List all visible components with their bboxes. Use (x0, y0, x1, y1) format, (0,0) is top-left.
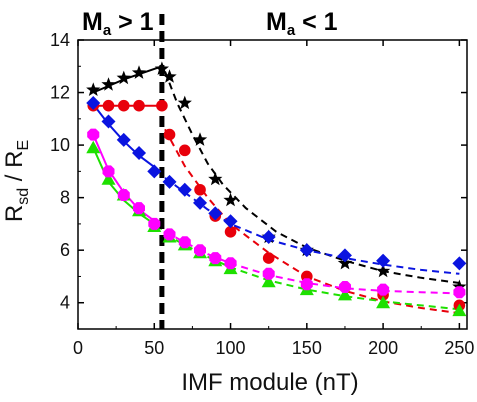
data-point-diamond (208, 206, 223, 221)
data-point-octagon (102, 165, 115, 178)
data-point-star (86, 82, 101, 96)
data-point-circle (156, 99, 168, 112)
fit-line-right (164, 230, 460, 295)
x-tick-label: 0 (73, 338, 83, 358)
data-point-star (162, 69, 177, 83)
data-point-diamond (223, 214, 238, 229)
data-point-circle (163, 128, 176, 141)
y-axis-title: Rsd / RE (1, 140, 32, 222)
data-point-octagon (178, 236, 191, 249)
data-point-diamond (177, 182, 192, 197)
data-point-octagon (209, 252, 222, 265)
y-tick-label: 6 (60, 240, 70, 260)
data-point-circle (194, 183, 206, 196)
data-point-triangle (101, 172, 116, 185)
data-point-octagon (300, 278, 313, 291)
data-point-diamond (116, 132, 131, 147)
data-point-diamond (337, 248, 352, 263)
data-point-diamond (86, 96, 101, 111)
data-point-triangle (261, 274, 276, 288)
data-point-diamond (147, 164, 162, 179)
data-point-diamond (132, 145, 147, 160)
data-point-star (376, 263, 391, 278)
data-point-triangle (337, 287, 352, 301)
data-point-diamond (162, 174, 177, 189)
data-point-diamond (452, 256, 467, 271)
data-point-star (208, 171, 223, 186)
data-point-diamond (299, 243, 314, 258)
data-point-circle (178, 144, 191, 157)
x-tick-label: 50 (144, 338, 164, 358)
data-point-diamond (101, 114, 116, 129)
y-tick-label: 8 (60, 188, 70, 208)
data-point-octagon (262, 267, 275, 280)
data-point-star (192, 132, 208, 146)
annotation-left: Ma > 1 (82, 8, 154, 39)
fit-line-right (164, 71, 460, 284)
data-point-circle (224, 225, 237, 238)
data-point-octagon (133, 202, 145, 215)
data-point-diamond (193, 195, 208, 210)
data-point-circle (133, 99, 145, 112)
data-point-circle (262, 252, 275, 264)
data-point-octagon (87, 128, 100, 141)
data-point-star (177, 95, 192, 110)
data-point-octagon (148, 217, 161, 230)
data-point-circle (102, 99, 115, 112)
data-point-triangle (452, 303, 467, 317)
data-point-octagon (377, 283, 390, 296)
data-point-octagon (194, 244, 206, 257)
data-point-octagon (453, 286, 466, 299)
data-point-triangle (86, 140, 101, 154)
fit-line-right (164, 233, 460, 311)
fit-line-right (164, 128, 460, 315)
data-point-octagon (339, 281, 351, 293)
data-point-star (223, 192, 238, 207)
data-point-star (337, 255, 353, 270)
data-point-diamond (261, 230, 276, 245)
x-tick-label: 250 (444, 338, 474, 358)
data-point-triangle (376, 295, 391, 309)
x-tick-label: 150 (292, 338, 322, 358)
data-point-star (101, 77, 116, 91)
data-point-star (116, 70, 131, 85)
y-tick-label: 12 (50, 83, 70, 103)
plot-frame (77, 39, 468, 330)
x-axis-title: IMF module (nT) (181, 369, 358, 396)
data-point-star (131, 65, 147, 79)
y-tick-label: 4 (60, 293, 70, 313)
data-point-octagon (224, 257, 237, 270)
data-point-star (154, 61, 169, 75)
plot-area: 0 50 100 150 200 250 4 6 8 10 12 14 (50, 14, 474, 358)
fit-line-right (164, 177, 460, 275)
annotation-right: Ma < 1 (266, 8, 338, 39)
data-point-diamond (376, 253, 391, 268)
data-point-octagon (117, 189, 130, 201)
y-tick-label: 10 (50, 135, 70, 155)
x-tick-label: 100 (216, 338, 246, 358)
fit-line-left (92, 65, 163, 94)
x-tick-label: 200 (368, 338, 398, 358)
data-point-octagon (163, 228, 176, 241)
fit-line-left (92, 134, 163, 228)
data-point-circle (117, 99, 130, 112)
y-tick-label: 14 (50, 30, 70, 50)
